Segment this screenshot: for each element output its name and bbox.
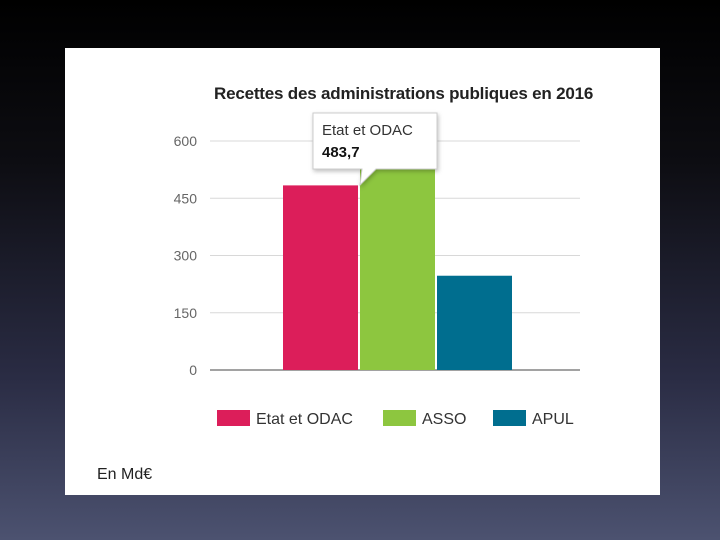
y-tick-label: 300	[174, 248, 198, 264]
tooltip-label: Etat et ODAC	[322, 122, 413, 139]
tooltip-value: 483,7	[322, 144, 360, 161]
bar-etat-et-odac[interactable]	[283, 185, 358, 370]
legend-swatch	[217, 410, 250, 426]
y-tick-label: 450	[174, 190, 198, 206]
chart-title: Recettes des administrations publiques e…	[214, 84, 594, 103]
legend-swatch	[383, 410, 416, 426]
y-tick-label: 0	[189, 362, 197, 378]
unit-label: En Md€	[97, 466, 153, 483]
tooltip: Etat et ODAC 483,7	[312, 112, 438, 187]
y-tick-label: 600	[174, 133, 198, 149]
tooltip-box	[312, 112, 438, 187]
chart-card: Recettes des administrations publiques e…	[65, 48, 660, 495]
legend-swatch	[493, 410, 526, 426]
legend-label: Etat et ODAC	[256, 411, 353, 428]
legend-item[interactable]: APUL	[493, 410, 574, 428]
bar-asso[interactable]	[360, 156, 435, 370]
legend-item[interactable]: ASSO	[383, 410, 466, 428]
bar-apul[interactable]	[437, 275, 512, 370]
legend-label: ASSO	[422, 411, 466, 428]
y-tick-label: 150	[174, 305, 198, 321]
bar-chart: 0 150 300 450 600 Etat et ODAC ASSO APUL Etat …	[174, 112, 580, 428]
legend-label: APUL	[532, 411, 574, 428]
legend-item[interactable]: Etat et ODAC	[217, 410, 353, 428]
